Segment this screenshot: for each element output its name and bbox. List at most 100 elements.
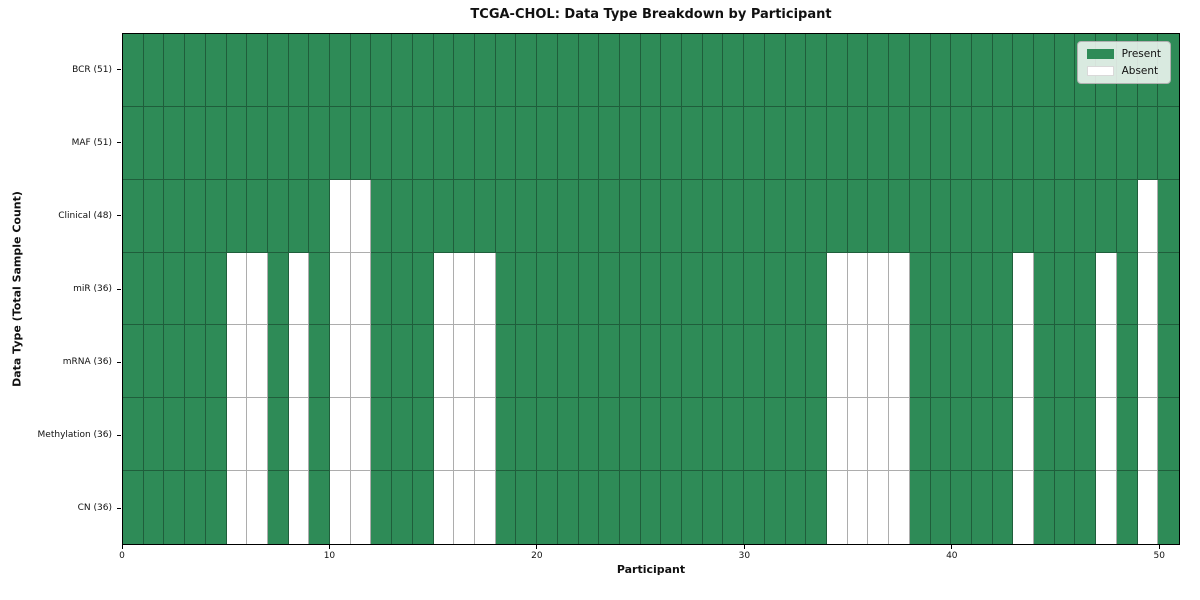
heatmap-cell — [226, 106, 248, 180]
heatmap-cell — [454, 106, 475, 180]
heatmap-cell — [309, 106, 331, 180]
heatmap-cell — [350, 398, 372, 472]
heatmap-cell — [599, 325, 620, 399]
heatmap-cell — [350, 252, 372, 326]
heatmap-cell — [475, 106, 496, 180]
heatmap-cell — [164, 179, 186, 253]
heatmap-cell — [764, 106, 786, 180]
heatmap-cell — [371, 34, 393, 107]
heatmap-cell — [143, 325, 165, 399]
heatmap-cell — [599, 106, 620, 180]
heatmap-cell — [868, 471, 890, 544]
heatmap-cell — [661, 398, 683, 472]
y-tick-label: BCR (51) — [72, 64, 112, 75]
heatmap-cell — [619, 471, 641, 544]
heatmap-cell — [267, 252, 289, 326]
heatmap-cell — [744, 106, 765, 180]
heatmap-cell — [1013, 34, 1035, 107]
heatmap-cell — [495, 106, 517, 180]
heatmap-cell — [516, 252, 538, 326]
x-tick-label: 10 — [323, 551, 336, 561]
legend-label-present: Present — [1121, 48, 1161, 60]
heatmap-cell — [971, 398, 993, 472]
heatmap-cell — [1096, 471, 1117, 544]
heatmap-cell — [143, 252, 165, 326]
heatmap-cell — [185, 106, 206, 180]
y-tick-mark — [117, 361, 121, 363]
heatmap-cell — [1137, 398, 1159, 472]
x-tick-label: 50 — [1153, 551, 1165, 561]
heatmap-cell — [1137, 325, 1159, 399]
heatmap-cell — [702, 34, 724, 107]
heatmap-cell — [1158, 471, 1179, 544]
heatmap-cell — [909, 325, 931, 399]
heatmap-cell — [599, 471, 620, 544]
heatmap-cell — [247, 398, 268, 472]
heatmap-cell — [847, 252, 869, 326]
heatmap-cell — [723, 106, 745, 180]
heatmap-cell — [537, 325, 558, 399]
heatmap-cell — [1096, 398, 1117, 472]
heatmap-cell — [785, 252, 807, 326]
heatmap-cell — [889, 398, 910, 472]
heatmap-cell — [1013, 325, 1035, 399]
heatmap-cell — [412, 179, 434, 253]
heatmap-cell — [475, 471, 496, 544]
heatmap-cell — [412, 106, 434, 180]
heatmap-cell — [454, 34, 475, 107]
heatmap-cell — [1034, 471, 1055, 544]
heatmap-cell — [475, 34, 496, 107]
heatmap-cell — [1137, 471, 1159, 544]
chart-title: TCGA-CHOL: Data Type Breakdown by Partic… — [470, 7, 832, 22]
heatmap-cell — [827, 471, 848, 544]
heatmap-cell — [454, 179, 475, 253]
heatmap-cell — [1075, 179, 1097, 253]
heatmap-cell — [764, 325, 786, 399]
heatmap-cell — [412, 471, 434, 544]
heatmap-cell — [185, 34, 206, 107]
heatmap-cell — [744, 179, 765, 253]
heatmap-cell — [764, 398, 786, 472]
heatmap-cell — [185, 252, 206, 326]
heatmap-cell — [205, 179, 227, 253]
heatmap-cell — [1013, 252, 1035, 326]
heatmap-cell — [1116, 179, 1138, 253]
heatmap-cell — [1075, 106, 1097, 180]
heatmap-cell — [640, 325, 662, 399]
legend-item-absent: Absent — [1086, 65, 1161, 77]
heatmap-cell — [309, 398, 331, 472]
heatmap-cell — [909, 252, 931, 326]
heatmap-cell — [930, 325, 952, 399]
heatmap-cell — [1137, 179, 1159, 253]
heatmap-cell — [930, 398, 952, 472]
heatmap-cell — [951, 34, 972, 107]
heatmap-cell — [185, 179, 206, 253]
heatmap-cell — [599, 398, 620, 472]
x-tick-label: 30 — [738, 551, 751, 561]
heatmap-cell — [1034, 252, 1055, 326]
heatmap-cell — [951, 106, 972, 180]
heatmap-cell — [1075, 471, 1097, 544]
heatmap-cell — [578, 252, 600, 326]
heatmap-cell — [185, 398, 206, 472]
heatmap-cell — [1075, 325, 1097, 399]
heatmap-cell — [1054, 106, 1076, 180]
heatmap-cell — [185, 471, 206, 544]
heatmap-cell — [330, 34, 351, 107]
heatmap-cell — [723, 34, 745, 107]
heatmap-cell — [806, 252, 827, 326]
heatmap-cell — [1137, 106, 1159, 180]
heatmap-cell — [288, 106, 310, 180]
heatmap-cell — [1158, 325, 1179, 399]
heatmap-cell — [412, 398, 434, 472]
heatmap-cell — [682, 471, 703, 544]
heatmap-cell — [785, 106, 807, 180]
heatmap-cell — [309, 252, 331, 326]
heatmap-cell — [557, 179, 579, 253]
heatmap-cell — [723, 471, 745, 544]
heatmap-cell — [951, 398, 972, 472]
y-tick-label: MAF (51) — [71, 137, 112, 148]
heatmap-cell — [247, 34, 268, 107]
heatmap-cell — [661, 471, 683, 544]
heatmap-cell — [723, 179, 745, 253]
